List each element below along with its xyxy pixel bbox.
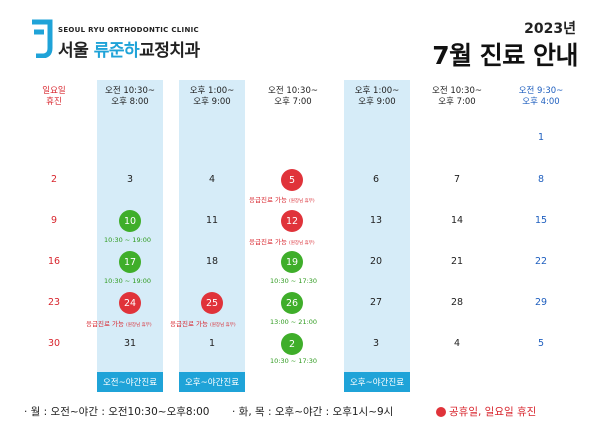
note-hours: 13:00 ~ 21:00 — [270, 318, 318, 326]
calendar-day: 3 — [126, 174, 134, 185]
calendar-day: 5 — [537, 338, 545, 349]
night-treatment-label-mon: 오전~야간진료 — [97, 372, 163, 392]
calendar-day: 2 — [281, 333, 303, 355]
calendar-day: 1 — [537, 132, 545, 143]
note-emergency: 응급진료 가능 (원장님 휴무) — [86, 320, 152, 328]
calendar-day: 4 — [208, 174, 216, 185]
calendar-day: 23 — [47, 297, 61, 308]
note-hours: 10:30 ~ 19:00 — [104, 277, 152, 285]
calendar-day: 25 — [201, 292, 223, 314]
night-treatment-label-tue: 오후~야간진료 — [179, 372, 245, 392]
red-dot-icon — [436, 407, 446, 417]
note-emergency: 응급진료 가능 (원장님 휴무) — [249, 196, 315, 204]
calendar-day: 5 — [281, 169, 303, 191]
mon-column-highlight — [97, 80, 163, 392]
clinic-name-prefix: 서울 — [58, 41, 94, 61]
note-emergency: 응급진료 가능 (원장님 휴무) — [170, 320, 236, 328]
calendar-day: 19 — [281, 251, 303, 273]
header-tue: 오후 1:00~ 오후 9:00 — [189, 86, 235, 107]
calendar-day: 26 — [281, 292, 303, 314]
calendar-day: 10 — [119, 210, 141, 232]
calendar-day: 8 — [537, 174, 545, 185]
tue-column-highlight — [179, 80, 245, 392]
calendar-day: 13 — [369, 215, 383, 226]
header-fri: 오전 10:30~ 오후 7:00 — [432, 86, 482, 107]
calendar-day: 28 — [450, 297, 464, 308]
calendar-day: 27 — [369, 297, 383, 308]
header-wed: 오전 10:30~ 오후 7:00 — [268, 86, 318, 107]
calendar-day: 21 — [450, 256, 464, 267]
header-sat: 오전 9:30~ 오후 4:00 — [518, 86, 564, 107]
page-title: 7월 진료 안내 — [432, 41, 578, 70]
clinic-korean-name: 서울 류준하교정치과 — [58, 36, 200, 61]
calendar-day: 16 — [47, 256, 61, 267]
night-treatment-label-thu: 오후~야간진료 — [344, 372, 410, 392]
calendar-day: 30 — [47, 338, 61, 349]
calendar-day: 31 — [123, 338, 137, 349]
calendar-day: 1 — [208, 338, 216, 349]
calendar-day: 17 — [119, 251, 141, 273]
calendar-day: 11 — [205, 215, 219, 226]
clinic-logo-icon — [32, 19, 53, 58]
calendar-day: 6 — [372, 174, 380, 185]
calendar-day: 20 — [369, 256, 383, 267]
calendar-day: 3 — [372, 338, 380, 349]
note-hours: 10:30 ~ 19:00 — [104, 236, 152, 244]
header-mon: 오전 10:30~ 오후 8:00 — [105, 86, 155, 107]
calendar-day: 29 — [534, 297, 548, 308]
note-hours: 10:30 ~ 17:30 — [270, 277, 318, 285]
clinic-english-name: SEOUL RYU ORTHODONTIC CLINIC — [58, 26, 199, 34]
calendar-day: 7 — [453, 174, 461, 185]
footer-tue-thu-hours: · 화, 목 : 오후~야간 : 오후1시~9시 — [232, 406, 394, 418]
calendar-day: 15 — [534, 215, 548, 226]
calendar-day: 12 — [281, 210, 303, 232]
calendar-day: 24 — [119, 292, 141, 314]
note-emergency: 응급진료 가능 (원장님 휴무) — [249, 238, 315, 246]
calendar-day: 18 — [205, 256, 219, 267]
calendar-day: 4 — [453, 338, 461, 349]
clinic-name-accent: 류준하 — [93, 41, 140, 61]
thu-column-highlight — [344, 80, 410, 392]
calendar-day: 2 — [50, 174, 58, 185]
calendar-day: 22 — [534, 256, 548, 267]
footer-holiday: 공휴일, 일요일 휴진 — [436, 404, 536, 419]
header-thu: 오후 1:00~ 오후 9:00 — [354, 86, 400, 107]
footer-monday-hours: · 월 : 오전~야간 : 오전10:30~오후8:00 — [24, 406, 210, 418]
calendar-day: 9 — [50, 215, 58, 226]
calendar-day: 14 — [450, 215, 464, 226]
year-label: 2023년 — [524, 21, 576, 37]
header-sun: 일요일 휴진 — [42, 86, 66, 107]
note-hours: 10:30 ~ 17:30 — [270, 357, 318, 365]
clinic-name-suffix: 교정치과 — [139, 41, 200, 61]
